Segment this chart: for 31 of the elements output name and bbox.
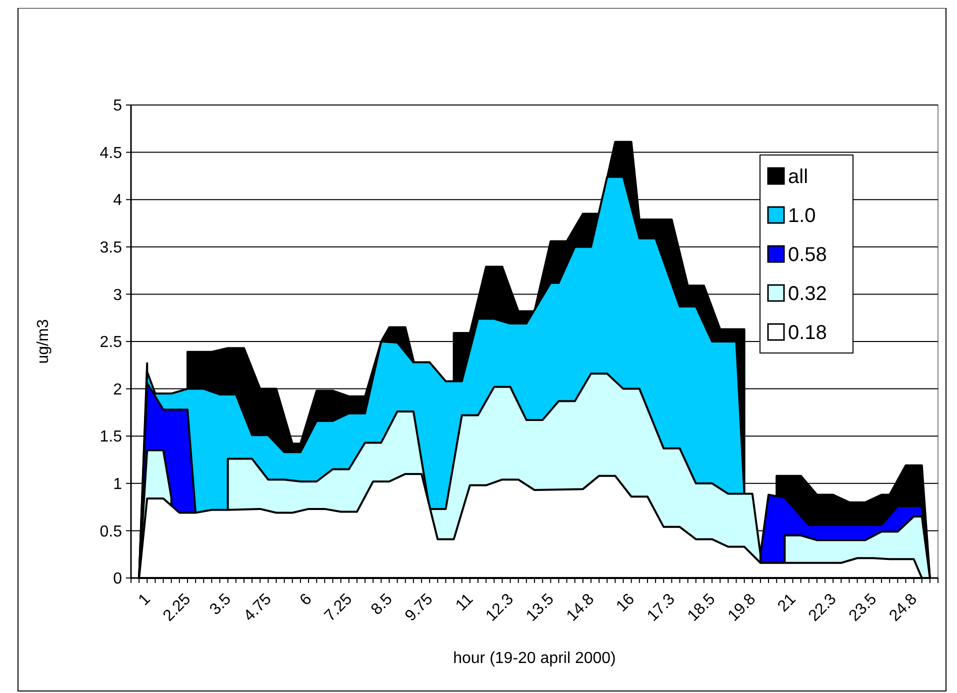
x-tick-label: 4.75	[240, 590, 275, 625]
x-tick-label: 3.5	[206, 590, 235, 618]
y-tick-label: 4	[113, 192, 122, 210]
x-tick-label: 16	[613, 590, 638, 616]
x-tick-label: 17.3	[644, 590, 678, 625]
x-tick-label: 1	[136, 590, 154, 610]
x-tick-label: 14.8	[564, 590, 598, 625]
x-tick-label: 6	[296, 590, 316, 610]
y-tick-label: 3	[113, 286, 122, 304]
y-tick-label: 0	[113, 570, 122, 588]
legend-label: 0.18	[788, 322, 827, 344]
x-tick-label: 7.25	[322, 590, 356, 625]
x-axis-title: hour (19-20 april 2000)	[453, 650, 616, 667]
y-axis-title: ug/m3	[35, 319, 52, 364]
y-tick-label: 3.5	[100, 240, 122, 256]
y-tick-label: 5	[113, 98, 122, 115]
x-tick-label: 12.3	[482, 590, 518, 625]
legend-label: 1.0	[788, 205, 816, 227]
x-tick-label: 8.5	[368, 590, 396, 618]
y-tick-label: 1.5	[100, 428, 122, 446]
y-tick-label: 4.5	[100, 144, 122, 162]
x-tick-label: 19.8	[725, 590, 760, 625]
y-tick-label: 1	[113, 476, 122, 493]
legend-label: all	[788, 166, 808, 188]
legend-label: 0.32	[788, 283, 827, 305]
y-tick-label: 0.5	[100, 523, 122, 540]
y-tick-label: 2.5	[100, 334, 122, 352]
legend-label: 0.58	[788, 244, 827, 266]
x-tick-label: 11	[452, 590, 477, 614]
x-tick-label: 21	[774, 590, 800, 616]
y-tick-label: 2	[113, 381, 122, 398]
